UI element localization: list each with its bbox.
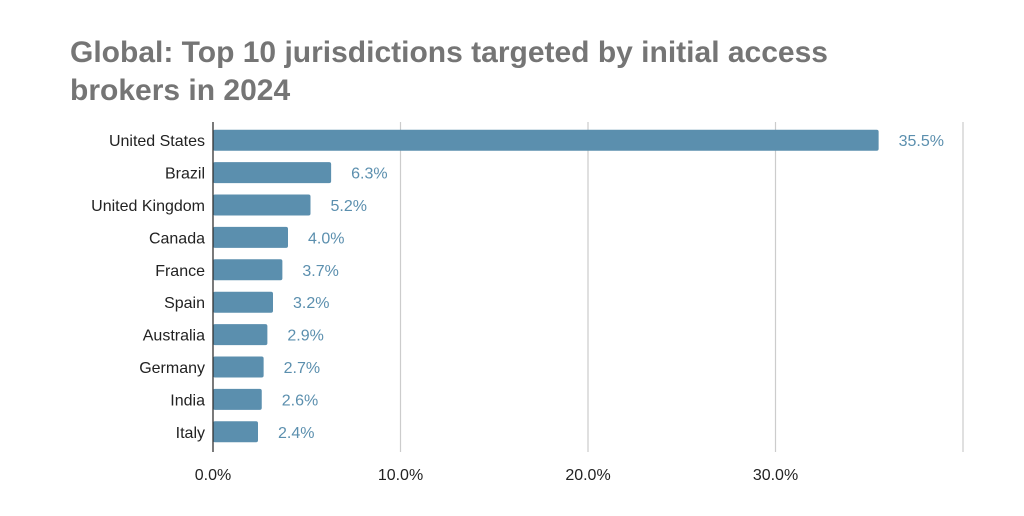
category-label: Australia xyxy=(143,328,205,345)
category-label: United Kingdom xyxy=(91,198,205,215)
bar-united-states xyxy=(213,129,879,151)
bar-canada xyxy=(213,226,288,248)
data-label: 3.7% xyxy=(302,263,338,280)
category-label: United States xyxy=(109,133,205,150)
data-label: 5.2% xyxy=(331,198,367,215)
data-label: 2.6% xyxy=(282,392,318,409)
category-label: Spain xyxy=(164,295,205,312)
bar-australia xyxy=(213,324,268,346)
bar-italy xyxy=(213,421,258,443)
bar-brazil xyxy=(213,162,332,184)
bar-france xyxy=(213,259,283,281)
category-label: Italy xyxy=(176,425,205,442)
chart-title: Global: Top 10 jurisdictions targeted by… xyxy=(70,36,828,107)
data-label: 35.5% xyxy=(899,133,944,150)
x-tick-label: 30.0% xyxy=(753,467,798,484)
bar-germany xyxy=(213,356,264,378)
category-label: India xyxy=(170,392,205,409)
data-label: 4.0% xyxy=(308,230,344,247)
category-label: Brazil xyxy=(165,166,205,183)
category-label: France xyxy=(155,263,205,280)
data-label: 6.3% xyxy=(351,166,387,183)
category-label: Canada xyxy=(149,230,205,247)
bar-spain xyxy=(213,291,273,313)
data-label: 2.4% xyxy=(278,425,314,442)
bar-united-kingdom xyxy=(213,194,311,216)
data-label: 3.2% xyxy=(293,295,329,312)
x-tick-label: 0.0% xyxy=(195,467,231,484)
x-tick-label: 10.0% xyxy=(378,467,423,484)
x-tick-label: 20.0% xyxy=(565,467,610,484)
bar-india xyxy=(213,388,262,410)
data-label: 2.7% xyxy=(284,360,320,377)
data-label: 2.9% xyxy=(287,328,323,345)
category-label: Germany xyxy=(139,360,205,377)
